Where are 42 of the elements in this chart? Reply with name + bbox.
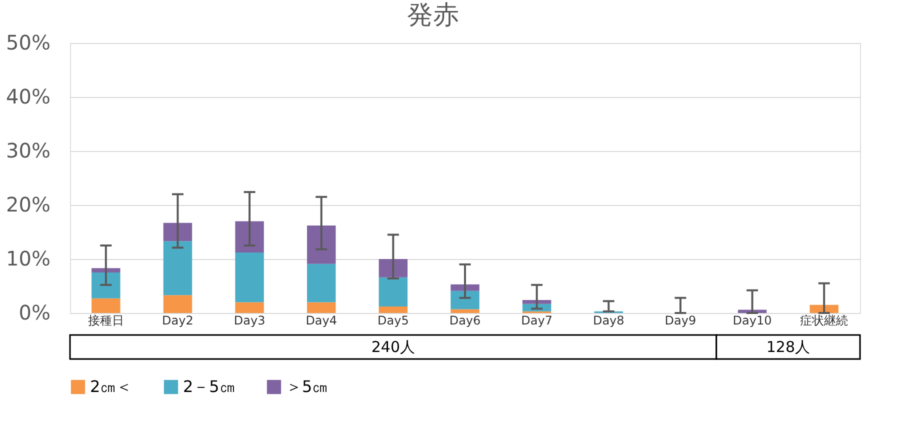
bar bbox=[163, 241, 192, 296]
y-tick-label: 10% bbox=[6, 246, 50, 270]
y-tick-label: 0% bbox=[18, 300, 50, 324]
x-tick-label: Day5 bbox=[378, 314, 409, 328]
bar bbox=[163, 222, 192, 242]
bar bbox=[378, 306, 408, 313]
bar bbox=[522, 300, 552, 304]
y-tick-label: 40% bbox=[6, 84, 50, 108]
chart-title: 発赤 bbox=[407, 0, 460, 30]
bar bbox=[307, 302, 336, 313]
y-tick-label: 30% bbox=[6, 138, 50, 162]
bar bbox=[92, 272, 120, 298]
bar bbox=[163, 295, 192, 313]
bar bbox=[450, 290, 480, 310]
x-tick-label: 接種日 bbox=[88, 314, 124, 328]
bar bbox=[378, 277, 408, 307]
bar bbox=[92, 298, 120, 313]
bar bbox=[235, 221, 264, 253]
x-tick-label: Day9 bbox=[664, 314, 696, 328]
x-tick-label: Day2 bbox=[162, 314, 194, 328]
y-tick-label: 20% bbox=[6, 192, 50, 216]
x-tick-label: Day4 bbox=[306, 314, 338, 328]
x-tick-label: Day3 bbox=[234, 314, 266, 328]
legend-label: ＞5㎝ bbox=[286, 377, 328, 396]
bar bbox=[307, 226, 336, 264]
bar bbox=[235, 302, 264, 313]
text: 240人 bbox=[371, 338, 415, 356]
y-tick-label: 50% bbox=[6, 30, 50, 54]
x-tick-label: Day7 bbox=[521, 314, 552, 328]
bar bbox=[450, 309, 480, 313]
legend-label: 2－5㎝ bbox=[183, 377, 236, 396]
legend-label: 2㎝＜ bbox=[90, 377, 132, 396]
x-tick-label: Day6 bbox=[449, 314, 481, 328]
bar bbox=[450, 284, 480, 291]
bar bbox=[378, 259, 408, 278]
bar bbox=[307, 264, 336, 302]
x-tick-label: Day8 bbox=[592, 314, 624, 328]
x-tick-label: 症状継続 bbox=[800, 314, 848, 328]
x-tick-label: Day10 bbox=[732, 314, 772, 328]
bar bbox=[92, 268, 120, 272]
text: 128人 bbox=[766, 338, 810, 356]
bar bbox=[235, 252, 264, 302]
